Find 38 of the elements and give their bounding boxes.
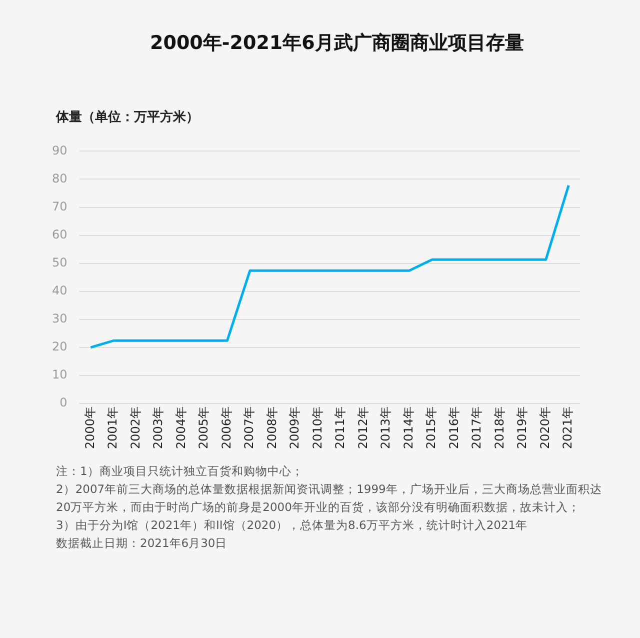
x-tick-label: 2001年	[106, 406, 120, 450]
text: 注：1）商业项目只统计独立百货和购物中心；	[56, 463, 304, 480]
x-tick-label: 2019年	[515, 406, 530, 450]
y-tick-label: 50	[52, 255, 68, 270]
y-tick-label: 80	[52, 171, 68, 186]
y-tick-label: 70	[52, 199, 68, 214]
x-tick-label: 2017年	[470, 406, 484, 450]
y-axis-title: 体量（单位：万平方米）	[56, 108, 199, 126]
x-tick-label: 2003年	[151, 406, 166, 450]
x-tick-label: 2018年	[492, 406, 506, 450]
text: 3）由于分为I馆（2021年）和II馆（2020），总体量为8.6万平方米，统计时计入2021年	[56, 517, 529, 534]
x-tick-label: 2012年	[356, 406, 370, 450]
x-tick-label: 2013年	[378, 406, 393, 450]
y-tick-label: 40	[52, 283, 68, 298]
x-tick-label: 2009年	[288, 406, 302, 450]
x-tick-label: 2015年	[424, 406, 438, 450]
x-tick-label: 2021年	[560, 406, 575, 450]
text: 数据截止日期：2021年6月30日	[56, 535, 228, 552]
x-tick-label: 2008年	[264, 406, 279, 450]
x-tick-label: 2010年	[310, 406, 324, 450]
x-tick-label: 2005年	[196, 406, 211, 450]
x-tick-label: 2014年	[401, 406, 416, 450]
x-tick-label: 2000年	[82, 406, 97, 450]
x-tick-label: 2011年	[333, 406, 348, 450]
y-tick-label: 20	[52, 340, 68, 354]
x-tick-label: 2004年	[174, 406, 188, 450]
y-tick-label: 30	[52, 312, 68, 326]
x-tick-label: 2016年	[446, 406, 461, 450]
y-tick-label: 90	[52, 143, 68, 158]
chart-title: 2000年-2021年6月武广商圈商业项目存量	[150, 31, 524, 56]
x-tick-label: 2020年	[538, 406, 552, 450]
text: 2）2007年前三大商场的总体量数据根据新闻资讯调整；1999年，广场开业后，三大商场总营业面积达20万平方米，而由于时尚广场的前身是2000年开业的百货，该部分没有明确面积数据，故未计入；	[56, 481, 603, 516]
x-tick-label: 2007年	[242, 406, 256, 450]
y-tick-label: 0	[60, 396, 68, 410]
x-tick-label: 2006年	[219, 406, 234, 450]
y-tick-label: 10	[52, 368, 68, 382]
y-tick-label: 60	[52, 227, 68, 242]
x-tick-label: 2002年	[128, 406, 142, 450]
